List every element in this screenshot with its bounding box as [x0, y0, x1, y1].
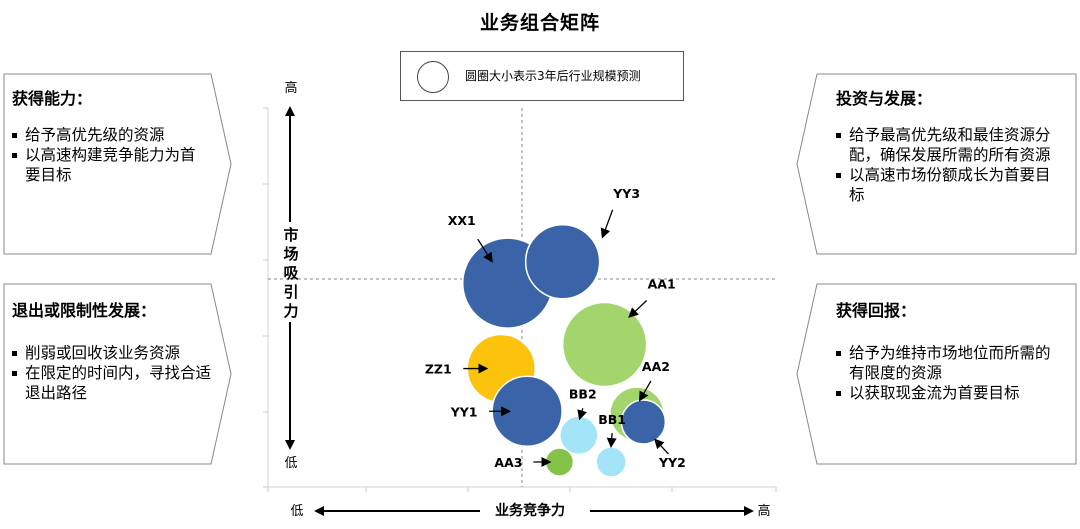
y-axis-label-char: 吸	[283, 264, 299, 282]
y-axis-label-char: 引	[283, 283, 298, 301]
bubble-label-aa1: AA1	[648, 277, 676, 292]
callout-arrow-icon	[600, 209, 614, 239]
y-ticks	[263, 107, 268, 488]
panel-top-right-title: 投资与发展：	[836, 89, 933, 108]
bubble-label-aa3: AA3	[494, 455, 522, 470]
bubble-label-xx1: XX1	[448, 213, 476, 228]
panel-top-right-item: 以高速市场份额成长为首要目标	[836, 165, 1061, 205]
y-axis-label-char: 场	[283, 245, 298, 263]
bubble-label-yy1: YY1	[450, 404, 478, 419]
panel-bottom-right-title: 获得回报：	[836, 301, 917, 320]
bubble-aa3	[544, 447, 575, 477]
panel-top-left-title: 获得能力：	[12, 89, 93, 108]
panel-bottom-left-item: 在限定的时间内，寻找合适退出路径	[12, 363, 212, 403]
x-high-label: 高	[757, 503, 770, 519]
panel-bottom-right: 获得回报： 给予为维持市场地位而所需的有限度的资源 以获取现金流为首要目标	[796, 283, 1078, 465]
panel-bottom-left-shape	[3, 283, 232, 465]
y-low-label: 低	[284, 456, 297, 471]
panel-bottom-left-item: 削弱或回收该业务资源	[12, 343, 212, 363]
bubble-label-yy3: YY3	[612, 186, 640, 201]
bubble-label-zz1: ZZ1	[425, 362, 452, 377]
panel-bottom-right-shape	[796, 283, 1077, 465]
callout-arrow-icon	[628, 300, 648, 318]
legend-text: 圆圈大小表示3年后行业规模预测	[465, 69, 641, 83]
legend: 圆圈大小表示3年后行业规模预测	[400, 51, 684, 101]
x-ticks	[267, 487, 777, 492]
panel-top-left-shape	[3, 73, 232, 255]
y-axis-label-char: 力	[283, 302, 298, 320]
panel-top-left-item: 给予高优先级的资源	[12, 125, 207, 145]
bubble-aa1	[561, 301, 648, 388]
bubble-bb1	[595, 446, 627, 478]
panel-bottom-right-item: 以获取现金流为首要目标	[836, 383, 1061, 403]
bubble-label-aa2: AA2	[642, 359, 670, 374]
panel-top-left-item: 以高速构建竞争能力为首要目标	[12, 145, 207, 185]
bubble-yy2	[620, 399, 667, 445]
panel-top-right-item: 给予最高优先级和最佳资源分配，确保发展所需的所有资源	[836, 125, 1061, 165]
bubble-yy3	[524, 224, 601, 300]
panel-top-right: 投资与发展： 给予最高优先级和最佳资源分配，确保发展所需的所有资源 以高速市场份…	[796, 73, 1078, 255]
callout-arrow-icon	[577, 408, 587, 421]
y-high-label: 高	[284, 80, 297, 96]
callout-arrow-icon	[654, 438, 669, 455]
bubble-label-bb1: BB1	[598, 412, 626, 427]
x-low-label: 低	[290, 504, 303, 519]
bubbles	[461, 224, 667, 478]
bubble-label-bb2: BB2	[569, 386, 597, 401]
x-axis-label: 业务竞争力	[495, 502, 565, 519]
panel-top-left: 获得能力： 给予高优先级的资源 以高速构建竞争能力为首要目标	[3, 73, 233, 255]
panel-top-right-shape	[796, 73, 1077, 255]
y-axis-label-char: 市	[283, 226, 298, 244]
panel-bottom-left-title: 退出或限制性发展：	[12, 301, 157, 320]
panel-bottom-right-item: 给予为维持市场地位而所需的有限度的资源	[836, 343, 1061, 383]
panel-bottom-left: 退出或限制性发展： 削弱或回收该业务资源 在限定的时间内，寻找合适退出路径	[3, 283, 233, 465]
callout-arrow-icon	[606, 432, 617, 448]
bubble-label-yy2: YY2	[658, 455, 686, 470]
callout-arrow-icon	[477, 238, 493, 263]
chart-title: 业务组合矩阵	[479, 12, 600, 34]
callout-arrow-icon	[638, 380, 652, 402]
legend-circle-icon	[417, 61, 449, 93]
